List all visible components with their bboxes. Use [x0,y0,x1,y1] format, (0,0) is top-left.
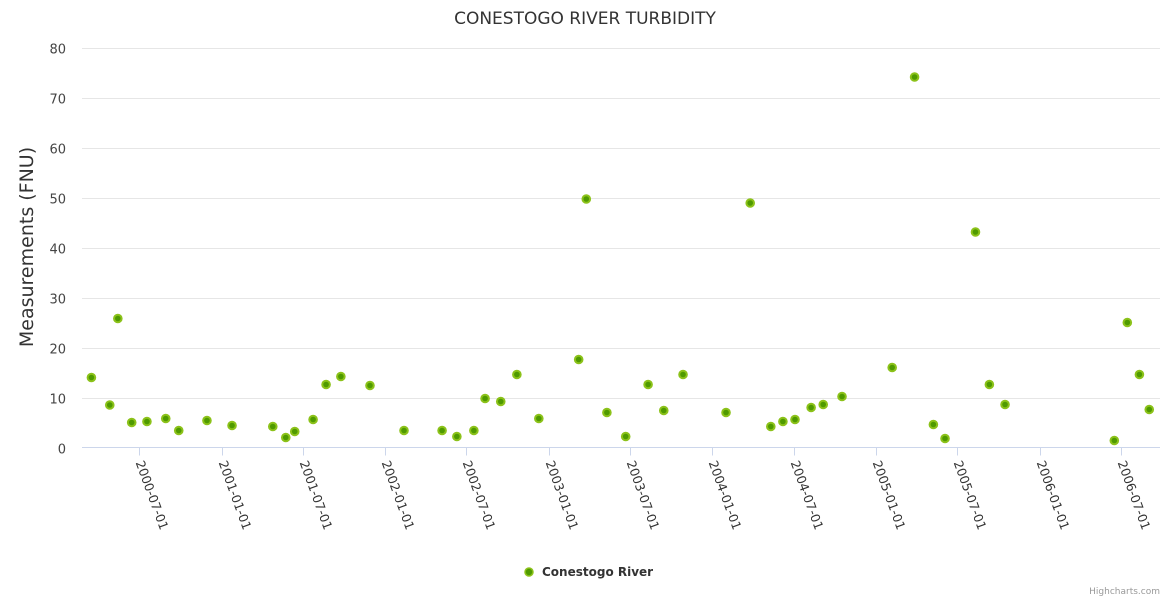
data-point[interactable] [126,417,137,428]
y-tick-label: 30 [49,293,66,308]
grid-lines [82,48,1160,399]
data-point[interactable] [1144,404,1155,415]
x-tick-label: 2001-07-01 [297,458,336,531]
data-point[interactable] [970,227,981,237]
x-tick-label: 2001-01-01 [216,458,255,531]
data-point[interactable] [658,405,669,416]
data-point[interactable] [452,431,462,442]
data-point[interactable] [721,407,731,418]
x-tick-label: 2004-01-01 [706,458,745,531]
data-point[interactable] [581,194,592,204]
x-tick-label: 2000-07-01 [133,458,172,531]
data-point[interactable] [321,379,331,390]
data-point[interactable] [86,372,97,383]
x-tick-label: 2006-07-01 [1115,458,1154,531]
x-tick-label: 2005-01-01 [870,458,909,531]
data-point[interactable] [173,425,184,436]
data-point[interactable] [745,198,756,208]
x-tick-label: 2006-01-01 [1034,458,1073,531]
x-tick-label: 2003-01-01 [543,458,582,531]
data-point[interactable] [437,425,447,436]
data-point[interactable] [678,369,688,380]
legend-label[interactable]: Conestogo River [542,565,653,579]
data-point[interactable] [1000,399,1010,410]
data-point[interactable] [512,369,522,380]
data-point[interactable] [887,362,897,373]
data-point[interactable] [1134,369,1145,380]
data-point[interactable] [142,416,152,427]
y-axis-ticks: 0 10 20 30 40 50 60 70 80 [49,43,66,458]
data-point[interactable] [573,354,584,365]
data-point[interactable] [104,400,115,410]
data-point[interactable] [534,413,544,424]
data-point[interactable] [766,421,776,432]
data-point[interactable] [837,391,847,402]
data-point[interactable] [984,379,995,390]
data-point[interactable] [940,433,950,444]
data-point[interactable] [267,421,278,432]
data-point[interactable] [469,425,479,436]
data-point[interactable] [289,426,300,437]
data-point[interactable] [227,420,237,431]
data-point[interactable] [602,407,612,418]
data-point[interactable] [643,379,653,390]
y-tick-label: 20 [49,343,66,358]
y-tick-label: 40 [49,243,66,258]
data-point[interactable] [113,313,123,324]
data-point[interactable] [790,414,800,425]
legend-marker-icon [524,567,534,577]
x-tick-label: 2002-01-01 [379,458,418,531]
x-tick-label: 2005-07-01 [951,458,990,531]
x-tick-label: 2002-07-01 [460,458,499,531]
data-point[interactable] [495,396,506,407]
x-tick-label: 2004-07-01 [788,458,827,531]
data-point[interactable] [480,393,490,404]
data-point[interactable] [365,380,375,391]
y-tick-label: 10 [49,393,66,408]
data-point[interactable] [202,415,212,426]
x-axis-ticks: 2000-07-01 2001-01-01 2001-07-01 2002-01-01… [133,447,1154,532]
y-tick-label: 50 [49,193,66,208]
y-axis-label: Measurements (FNU) [16,147,38,347]
series-conestogo-river[interactable] [86,72,1155,446]
chart-title: CONESTOGO RIVER TURBIDITY [454,9,716,29]
credits-link[interactable]: Highcharts.com [1089,587,1160,597]
legend-item-conestogo-river[interactable]: Conestogo River [524,565,653,579]
data-point[interactable] [806,402,816,413]
data-point[interactable] [160,413,171,424]
y-tick-label: 70 [49,93,66,108]
data-point[interactable] [928,419,939,430]
data-point[interactable] [399,425,409,436]
data-point[interactable] [308,414,318,425]
x-tick-label: 2003-07-01 [624,458,663,531]
data-point[interactable] [1122,317,1133,328]
data-point[interactable] [336,371,346,382]
y-tick-label: 60 [49,143,66,158]
data-point[interactable] [818,399,829,410]
y-tick-label: 80 [49,43,66,58]
data-point[interactable] [778,416,788,427]
data-point[interactable] [280,432,291,443]
data-point[interactable] [620,431,631,442]
y-tick-label: 0 [58,443,66,458]
data-point[interactable] [1109,435,1120,446]
data-point[interactable] [909,72,920,82]
